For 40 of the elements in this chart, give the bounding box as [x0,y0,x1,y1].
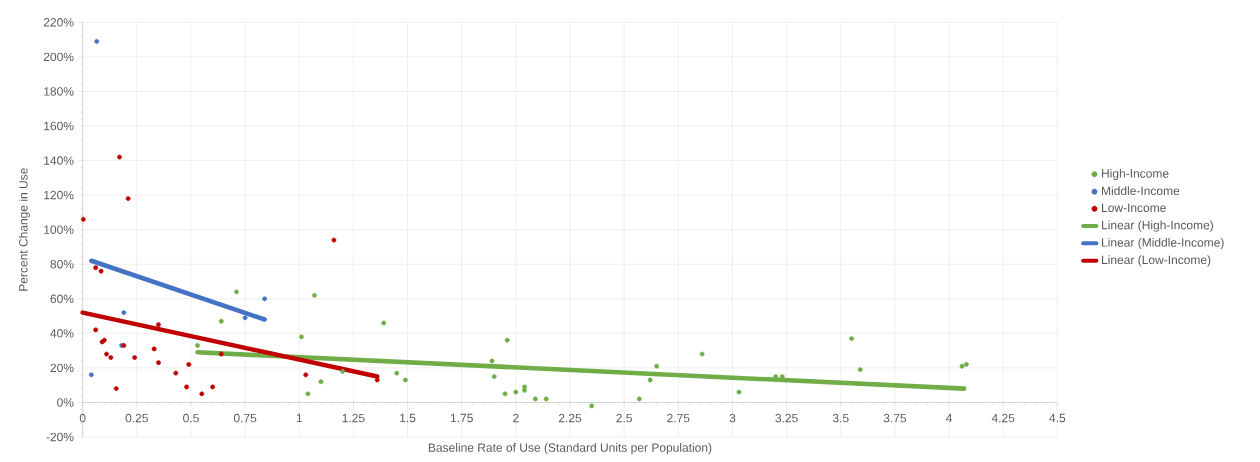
x-tick-label: 4.25 [991,413,1015,423]
x-tick-label: 3.75 [883,413,907,423]
legend-label: Linear (Low-Income) [1102,255,1211,267]
x-tick-label: 3.5 [832,413,849,423]
x-axis-title: Baseline Rate of Use (Standard Units per Population) [428,443,712,455]
x-tick-label: 1.75 [450,413,473,423]
x-tick-label: 0.5 [183,413,199,423]
y-tick-label: 140% [44,156,74,165]
y-tick-label: 200% [43,52,74,62]
x-tick-label: 2 [513,413,519,423]
y-tick-label: 0% [57,398,74,407]
y-tick-label: -20% [46,432,74,442]
y-tick-label: 40% [50,329,74,338]
x-tick-label: 2.5 [616,413,632,423]
y-tick-label: 220% [43,18,74,27]
y-axis-title: Percent Change in Use [18,168,30,291]
x-tick-label: 1.25 [342,413,365,423]
x-tick-label: 0 [79,413,86,423]
y-tick-label: 80% [50,259,74,269]
x-tick-label: 0.25 [125,413,148,423]
legend-label: Middle-Income [1102,186,1180,196]
x-tick-label: 3.25 [775,413,798,423]
x-tick-label: 4 [945,413,953,423]
x-tick-label: 3 [729,413,736,423]
x-tick-label: 1.5 [400,413,416,423]
x-tick-label: 2.75 [667,413,690,423]
legend-label: Linear (Middle-Income) [1102,237,1224,250]
x-tick-label: 4.5 [1049,413,1066,423]
legend-label: Low-Income [1102,203,1166,213]
y-tick-label: 120% [44,190,74,200]
y-tick-label: 60% [50,294,74,304]
legend-label: Linear (High-Income) [1102,220,1213,232]
x-tick-label: 0.75 [233,413,257,423]
y-tick-label: 180% [44,87,74,96]
y-tick-label: 100% [44,225,74,234]
x-tick-label: 2.25 [558,413,582,423]
legend-label: High-Income [1102,168,1169,181]
y-tick-label: 160% [44,121,74,131]
x-tick-label: 1 [296,413,303,423]
y-tick-label: 20% [50,363,74,373]
